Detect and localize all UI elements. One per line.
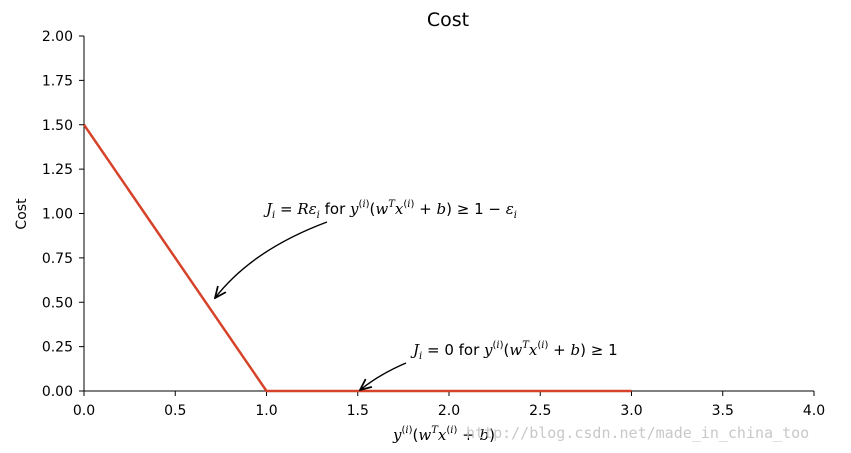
- x-axis: 0.0 0.5 1.0 1.5 2.0 2.5 3.0 3.5 4.0: [73, 390, 825, 419]
- x-tick-label: 2.0: [438, 403, 460, 419]
- x-tick-label: 4.0: [803, 403, 825, 419]
- annotation-zero-arrow: [360, 362, 407, 390]
- x-tick-label: 3.0: [620, 403, 642, 419]
- chart-title: Cost: [427, 9, 469, 31]
- y-tick-label: 1.75: [42, 73, 73, 89]
- y-tick-label: 1.25: [42, 162, 73, 178]
- x-axis-label: y(i)(wTx(i) + b): [392, 425, 495, 444]
- y-tick-label: 0.00: [42, 384, 73, 400]
- annotation-margin-arrow: [215, 221, 328, 298]
- annotation-margin: Ji = Rεi for y(i)(wTx(i) + b) ≥ 1 − εi: [215, 199, 517, 298]
- x-tick-label: 1.0: [255, 403, 277, 419]
- annotation-margin-text: Ji = Rεi for y(i)(wTx(i) + b) ≥ 1 − εi: [263, 199, 517, 221]
- y-tick-label: 1.00: [42, 207, 73, 223]
- x-tick-label: 0.5: [164, 403, 186, 419]
- x-tick-label: 2.5: [529, 403, 551, 419]
- y-tick-label: 0.50: [42, 295, 73, 311]
- y-tick-label: 2.00: [42, 29, 73, 45]
- y-tick-label: 0.25: [42, 340, 73, 356]
- cost-series-line: [82, 124, 632, 393]
- annotation-zero: Ji = 0 for y(i)(wTx(i) + b) ≥ 1: [360, 340, 618, 390]
- watermark: http://blog.csdn.net/made_in_china_too: [466, 424, 809, 442]
- y-tick-label: 1.50: [42, 118, 73, 134]
- y-tick-label: 0.75: [42, 251, 73, 267]
- y-axis: 0.00 0.25 0.50 0.75 1.00 1.25 1.50 1.75 2.00: [42, 29, 85, 400]
- y-axis-label: Cost: [14, 198, 30, 230]
- annotation-zero-text: Ji = 0 for y(i)(wTx(i) + b) ≥ 1: [410, 340, 618, 362]
- x-tick-label: 3.5: [712, 403, 734, 419]
- x-tick-label: 0.0: [73, 403, 95, 419]
- x-tick-label: 1.5: [347, 403, 369, 419]
